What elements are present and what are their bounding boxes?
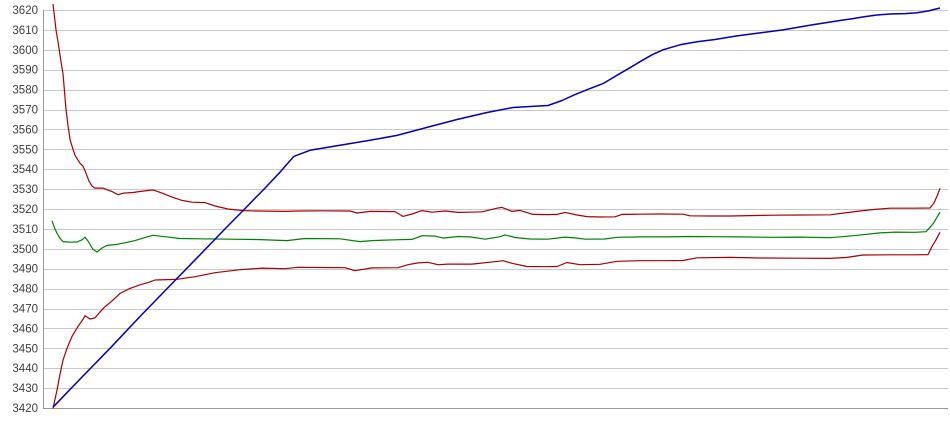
- y-tick-label: 3450: [12, 343, 38, 355]
- y-tick-label: 3500: [12, 244, 38, 256]
- y-axis-labels: 3620 3610 3600 3590 3580 3570 3560 3550 3540 3530…: [12, 5, 38, 415]
- gridlines: [43, 10, 948, 409]
- y-tick-label: 3620: [12, 5, 38, 17]
- y-tick-label: 3420: [12, 403, 38, 415]
- y-tick-label: 3510: [12, 224, 38, 236]
- y-tick-label: 3430: [12, 383, 38, 395]
- y-tick-label: 3490: [12, 264, 38, 276]
- y-tick-label: 3600: [12, 45, 38, 57]
- y-tick-label: 3590: [12, 65, 38, 77]
- y-tick-label: 3570: [12, 105, 38, 117]
- upper-band-series: [52, 3, 941, 218]
- y-tick-label: 3560: [12, 124, 38, 136]
- lower-band-series: [52, 232, 941, 409]
- y-tick-label: 3540: [12, 164, 38, 176]
- y-tick-label: 3580: [12, 85, 38, 97]
- y-tick-label: 3480: [12, 284, 38, 296]
- y-tick-label: 3530: [12, 184, 38, 196]
- y-tick-label: 3470: [12, 304, 38, 316]
- y-tick-label: 3550: [12, 144, 38, 156]
- y-tick-label: 3440: [12, 363, 38, 375]
- middle-line-series: [51, 211, 941, 253]
- y-tick-label: 3610: [12, 25, 38, 37]
- y-tick-label: 3520: [12, 204, 38, 216]
- y-tick-label: 3460: [12, 323, 38, 335]
- main-line-series: [52, 7, 941, 408]
